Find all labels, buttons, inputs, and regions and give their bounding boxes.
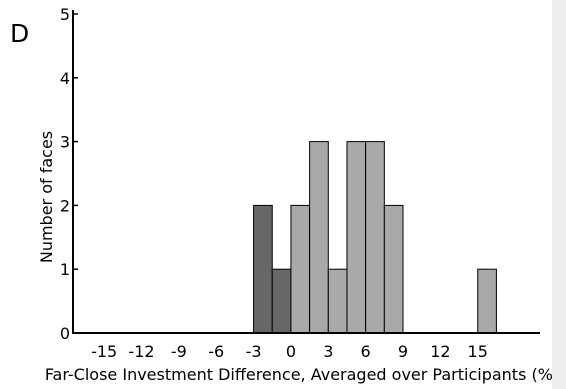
x-tick-label-2: -9	[171, 342, 187, 361]
x-tick-label-7: 6	[361, 342, 371, 361]
histogram-bar-2	[290, 204, 311, 334]
x-tick-label-5: 0	[286, 342, 296, 361]
x-tick-label-6: 3	[323, 342, 333, 361]
histogram-bar-7	[383, 204, 404, 334]
x-tick-label-10: 15	[468, 342, 488, 361]
histogram-bar-6	[365, 141, 385, 334]
panel-letter: D	[10, 19, 29, 48]
y-tick-label-0: 0	[60, 324, 70, 343]
x-tick-label-9: 12	[430, 342, 450, 361]
x-tick-label-3: -6	[208, 342, 224, 361]
histogram-bar-1	[271, 268, 292, 334]
histogram-bar-4	[327, 268, 348, 334]
histogram-bar-0	[253, 204, 273, 334]
side-panel-strip	[552, 0, 566, 389]
x-tick-label-4: -3	[246, 342, 262, 361]
bars-layer	[253, 141, 497, 334]
y-tick-label-3: 3	[60, 133, 70, 152]
y-tick-label-5: 5	[60, 5, 70, 24]
histogram-bar-3	[309, 141, 329, 334]
y-tick-label-4: 4	[60, 69, 70, 88]
histogram-bar-5	[346, 141, 367, 334]
x-tick-label-1: -12	[128, 342, 154, 361]
x-tick-label-8: 9	[398, 342, 408, 361]
histogram-bar-8	[477, 268, 497, 334]
y-tick-label-1: 1	[60, 260, 70, 279]
y-tick-label-2: 2	[60, 196, 70, 215]
x-axis-label: Far-Close Investment Difference, Average…	[45, 365, 552, 384]
x-tick-label-0: -15	[91, 342, 117, 361]
y-axis-label: Number of faces	[37, 131, 56, 263]
